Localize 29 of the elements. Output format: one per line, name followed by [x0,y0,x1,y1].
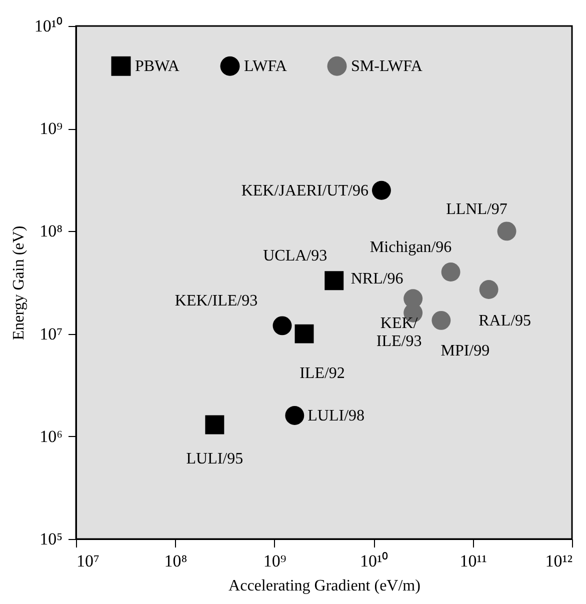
y-tick-label: 10⁹ [40,119,63,138]
annotation: KEK/JAERI/UT/96 [241,182,368,200]
annotation: Michigan/96 [370,239,452,256]
annotation: LULI/98 [308,407,365,424]
x-tick-label: 10¹¹ [460,552,487,570]
legend-label: LWFA [244,58,288,76]
annotation: KEK/ ILE/93 [376,314,422,350]
y-axis-title: Energy Gain (eV) [10,226,28,340]
x-tick-label: 10⁹ [263,552,286,570]
annotation: LULI/95 [186,450,244,468]
y-tick-label: 10⁵ [40,530,63,548]
annotation: KEK/ILE/93 [174,292,258,310]
legend-label: SM-LWFA [351,58,423,76]
x-tick-label: 10¹² [545,552,572,570]
y-tick-label: 10⁸ [40,222,63,241]
y-tick-label: 10⁶ [40,426,63,446]
annotation: ILE/92 [300,364,345,382]
x-axis-title: Accelerating Gradient (eV/m) [228,578,420,594]
annotation: MPI/99 [440,342,490,360]
legend-label: PBWA [135,58,180,76]
x-tick-label: 10⁷ [76,552,100,570]
annotation: RAL/95 [478,312,532,330]
annotation: NRL/96 [350,270,404,288]
annotation: UCLA/93 [263,248,328,265]
x-tick-label: 10¹⁰ [360,552,388,570]
x-tick-label: 10⁸ [164,552,188,570]
y-tick-label: 10¹⁰ [34,16,62,36]
annotation: LLNL/97 [446,201,508,218]
y-tick-label: 10⁷ [40,324,63,344]
